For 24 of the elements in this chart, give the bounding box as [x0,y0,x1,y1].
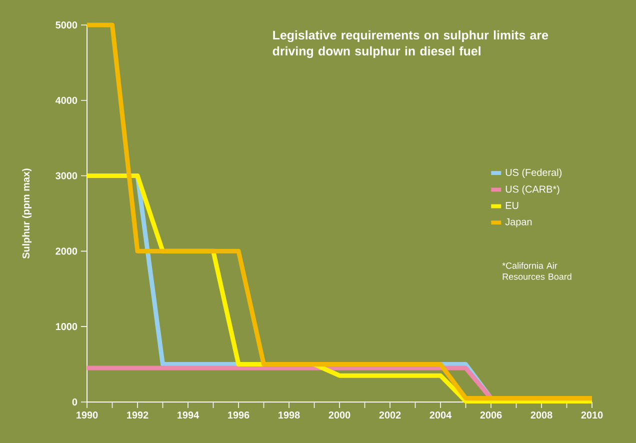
x-tick-label: 2000 [328,412,350,419]
x-tick-label: 2002 [379,412,401,419]
legend-label: Japan [505,218,532,228]
x-tick-label: 2008 [530,412,552,419]
x-tick-label: 1998 [278,412,300,419]
x-tick-label: 1996 [228,412,250,419]
x-tick-label: 2004 [430,412,452,419]
y-tick-label: 0 [72,398,78,406]
x-tick-label: 2010 [581,412,603,419]
x-tick-label: 1992 [127,412,148,419]
x-tick-label: 2006 [480,412,502,419]
annotation: *California Air Resources Board [502,262,572,280]
y-tick-label: 5000 [56,21,78,29]
y-tick-label: 4000 [55,96,78,104]
x-tick-label: 1990 [76,412,98,419]
x-tick-label: 1994 [178,412,200,419]
y-tick-label: 3000 [56,172,78,180]
legend-label: US (Federal) [506,168,562,178]
y-tick-label: 2000 [56,248,78,255]
y-tick-label: 1000 [56,323,78,330]
text: Legislative requirements on sulphur limits are driving down sulphur in diesel fuel [272,30,548,58]
legend-label: US (CARB*) [506,185,560,195]
legend-label: EU [506,202,518,210]
y-axis-title: Sulphur (ppm max) [22,168,32,259]
